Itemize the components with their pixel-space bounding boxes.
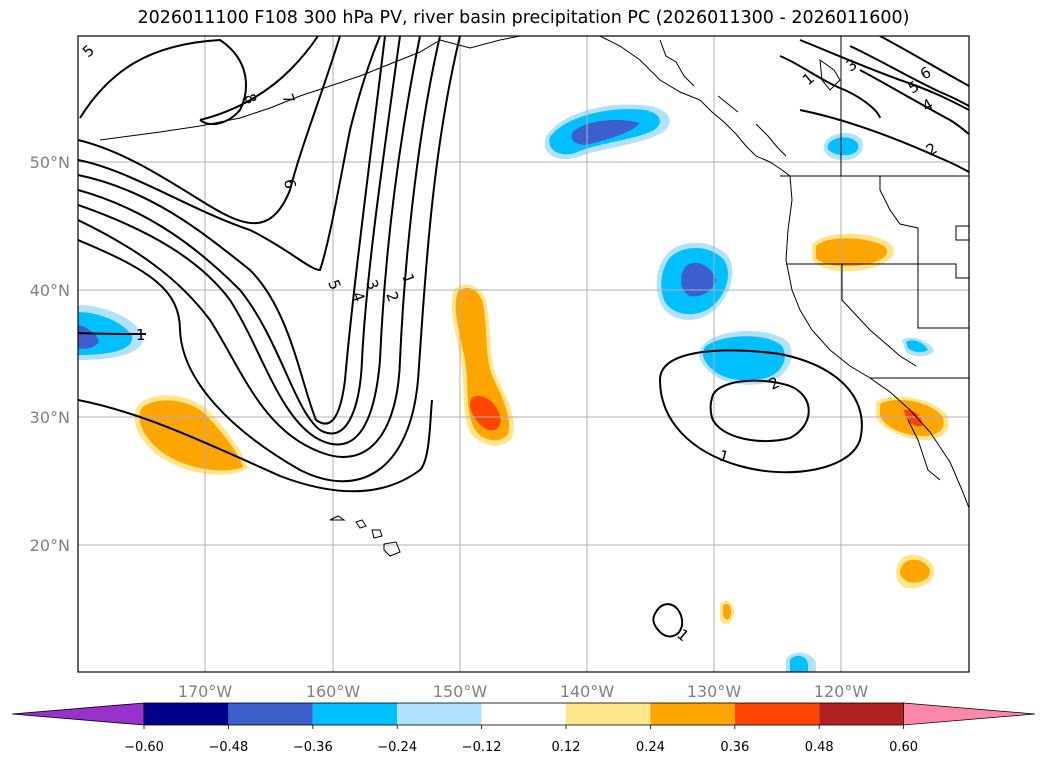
chart-title: 2026011100 F108 300 hPa PV, river basin … bbox=[137, 8, 910, 28]
lon-label: 140°W bbox=[560, 682, 615, 701]
pv-contour-5a bbox=[78, 36, 381, 272]
lon-label: 170°W bbox=[178, 682, 233, 701]
pv-contour-1-south bbox=[78, 399, 433, 493]
lat-label: 40°N bbox=[30, 281, 70, 300]
lon-label: 130°W bbox=[687, 682, 742, 701]
pv-contour-8 bbox=[79, 38, 247, 126]
contour-label: 6 bbox=[280, 178, 299, 191]
pv-contour-7 bbox=[199, 36, 319, 121]
pv-contour-1-small bbox=[652, 603, 684, 638]
colorbar-bin bbox=[397, 703, 482, 725]
lon-label: 150°W bbox=[433, 682, 488, 701]
colorbar-bin bbox=[566, 703, 651, 725]
pv-contour-1-west bbox=[78, 332, 147, 335]
contour-label: 1 bbox=[717, 446, 731, 466]
pv-contour-6-ne bbox=[879, 36, 969, 87]
pv-contour-5-ne bbox=[849, 45, 969, 107]
graticule bbox=[78, 36, 969, 672]
colorbar-label: 0.36 bbox=[720, 740, 749, 755]
precip-field bbox=[78, 104, 949, 672]
colorbar-bin bbox=[228, 703, 313, 725]
map-frame bbox=[77, 35, 970, 673]
colorbar-bin bbox=[312, 703, 398, 725]
lon-label: 120°W bbox=[814, 682, 869, 701]
colorbar-bin bbox=[734, 703, 820, 725]
lat-label: 20°N bbox=[30, 536, 70, 555]
pv-contour-2-ne bbox=[799, 109, 969, 173]
colorbar: −0.60 −0.48 −0.36 −0.24 −0.12 0.12 0.24 … bbox=[11, 702, 1036, 755]
colorbar-label: −0.36 bbox=[293, 740, 333, 755]
colorbar-label: 0.12 bbox=[552, 740, 581, 755]
colorbar-label: −0.48 bbox=[208, 740, 248, 755]
lat-label: 30°N bbox=[30, 408, 70, 427]
colorbar-extend-low bbox=[11, 702, 145, 726]
colorbar-bin bbox=[144, 703, 229, 725]
contour-label: 1 bbox=[136, 326, 146, 344]
map-panel: 5 8 7 6 5 4 3 2 1 1 1 2 1 1 3 6 5 4 2 bbox=[77, 35, 970, 673]
pv-contour-2 bbox=[78, 36, 441, 458]
coastlines bbox=[99, 36, 969, 557]
pv-contour-3 bbox=[78, 36, 421, 446]
latitude-labels: 50°N 40°N 30°N 20°N bbox=[30, 153, 70, 555]
colorbar-label: 0.60 bbox=[889, 740, 918, 755]
pv-contours bbox=[78, 36, 969, 638]
longitude-labels: 170°W 160°W 150°W 140°W 130°W 120°W bbox=[178, 682, 869, 701]
colorbar-bin bbox=[650, 703, 735, 725]
lat-label: 50°N bbox=[30, 153, 70, 172]
colorbar-label: −0.60 bbox=[124, 740, 164, 755]
lon-label: 160°W bbox=[306, 682, 361, 701]
colorbar-label: −0.24 bbox=[377, 740, 417, 755]
colorbar-label: −0.12 bbox=[462, 740, 502, 755]
colorbar-extend-high bbox=[903, 702, 1036, 726]
pv-contour-5b bbox=[78, 36, 386, 425]
pv-contour-4 bbox=[78, 36, 401, 435]
colorbar-bin bbox=[481, 703, 566, 725]
colorbar-bin bbox=[819, 703, 904, 725]
pv-contour-1 bbox=[78, 36, 461, 483]
pv-contour-6 bbox=[78, 36, 341, 225]
colorbar-label: 0.24 bbox=[636, 740, 665, 755]
pv-contour-4-ne bbox=[859, 69, 969, 135]
pv-contour-3-ne bbox=[799, 39, 969, 111]
pv-contour-1-ring bbox=[658, 349, 863, 474]
pv-contour-2-ring bbox=[709, 379, 810, 442]
pv-contour-1-ne bbox=[779, 55, 881, 119]
colorbar-label: 0.48 bbox=[805, 740, 834, 755]
